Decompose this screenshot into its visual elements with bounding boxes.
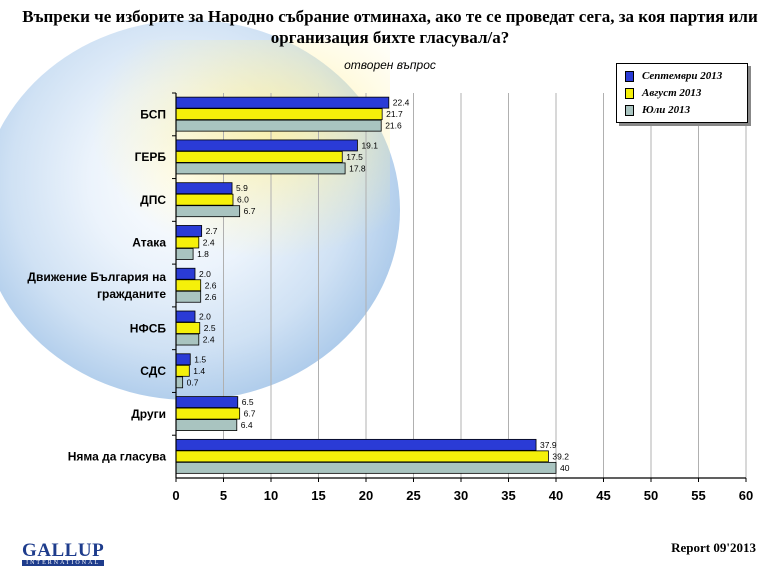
x-tick-label-30: 30 [454,488,468,503]
category-label-6: НФСБ [130,321,167,335]
x-tick-label-40: 40 [549,488,563,503]
data-label-3-8: 6.4 [241,420,253,430]
data-label-3-1: 21.6 [385,121,402,131]
x-tick-label-55: 55 [691,488,705,503]
category-label-4: Атака [132,236,166,250]
bar-2-2 [175,151,343,163]
x-tick-label-15: 15 [311,488,325,503]
logo-sub-text: INTERNATIONAL [22,560,105,566]
data-label-3-4: 1.8 [197,249,209,259]
x-tick-label-10: 10 [264,488,278,503]
legend-item-3: Юли 2013 [625,103,690,117]
data-label-2-6: 2.5 [204,323,216,333]
bar-2-6 [175,322,201,334]
data-label-1-7: 1.5 [194,354,206,364]
legend-label-2: Август 2013 [642,87,702,99]
x-tick-label-5: 5 [220,488,227,503]
bar-2-7 [175,364,190,377]
bar-1-9 [175,438,537,451]
bar-3-3 [175,205,241,218]
bar-2-4 [175,236,200,249]
data-label-1-4: 2.7 [206,226,218,236]
bar-3-8 [175,419,238,431]
bar-1-6 [175,310,196,323]
bar-2-8 [175,407,241,420]
data-label-3-5: 2.6 [205,292,217,302]
data-label-2-1: 21.7 [386,109,403,119]
data-label-3-7: 0.7 [187,377,199,387]
category-label-5-1: Движение България на [27,270,166,284]
bar-3-9 [175,461,557,474]
legend-label-3: Юли 2013 [642,104,691,116]
legend-swatch-1 [625,70,634,82]
data-label-2-4: 2.4 [203,237,215,247]
data-label-1-5: 2.0 [199,269,211,279]
data-label-2-5: 2.6 [205,280,217,290]
x-tick-label-45: 45 [596,488,610,503]
data-label-2-9: 39.2 [552,451,569,461]
category-label-1: БСП [140,107,166,121]
bar-1-5 [175,267,196,280]
data-label-2-3: 6.0 [237,195,249,205]
bar-1-7 [175,353,191,366]
bar-3-5 [175,290,202,303]
report-label: Report 09'2013 [671,540,756,555]
data-label-1-6: 2.0 [199,312,211,322]
data-label-3-3: 6.7 [244,206,256,216]
category-label-2: ГЕРБ [135,150,167,164]
bar-3-1 [175,119,382,132]
bar-1-8 [175,396,239,408]
legend-swatch-3 [625,104,634,116]
legend-label-1: Септември 2013 [642,70,723,82]
bar-3-6 [175,333,200,346]
category-label-9: Няма да гласува [68,450,167,464]
bar-2-1 [175,108,383,121]
x-tick-label-20: 20 [359,488,373,503]
bar-2-3 [175,193,234,206]
data-label-1-8: 6.5 [242,397,254,407]
bar-3-4 [175,248,194,260]
legend-swatch-2 [625,87,634,99]
chart-subtitle: отворен въпрос [344,58,436,72]
data-label-3-9: 40 [560,463,570,473]
category-label-7: СДС [140,364,166,378]
x-tick-label-25: 25 [406,488,420,503]
legend: Септември 2013 Август 2013 Юли 2013 [616,63,748,123]
bar-1-2 [175,139,358,152]
category-label-5-2: гражданите [97,287,166,301]
x-tick-label-60: 60 [739,488,753,503]
data-label-1-3: 5.9 [236,183,248,193]
data-label-2-2: 17.5 [346,152,363,162]
x-tick-label-0: 0 [172,488,179,503]
bar-1-3 [175,182,233,195]
data-label-3-2: 17.8 [349,163,366,173]
bar-1-1 [175,96,390,109]
data-label-2-8: 6.7 [244,409,256,419]
legend-item-1: Септември 2013 [625,69,722,83]
x-tick-label-35: 35 [501,488,515,503]
logo-main-text: GALLUP [22,540,105,561]
bar-2-5 [175,279,202,292]
bar-3-7 [175,376,184,389]
chart-title: Въпреки че изборите за Народно събрание … [22,7,758,47]
bar-1-4 [175,225,203,237]
data-label-3-6: 2.4 [203,335,215,345]
data-label-1-1: 22.4 [393,98,410,108]
bar-2-9 [175,450,549,463]
bar-3-2 [175,162,346,175]
category-label-8: Други [131,407,166,421]
legend-item-2: Август 2013 [625,86,701,100]
data-label-1-2: 19.1 [361,140,378,150]
category-label-3: ДПС [140,193,166,207]
data-label-2-7: 1.4 [193,366,205,376]
x-tick-label-50: 50 [644,488,658,503]
data-label-1-9: 37.9 [540,440,557,450]
gallup-logo: GALLUP INTERNATIONAL [22,540,105,566]
